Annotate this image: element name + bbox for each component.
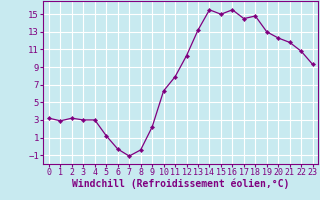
X-axis label: Windchill (Refroidissement éolien,°C): Windchill (Refroidissement éolien,°C) [72, 179, 290, 189]
